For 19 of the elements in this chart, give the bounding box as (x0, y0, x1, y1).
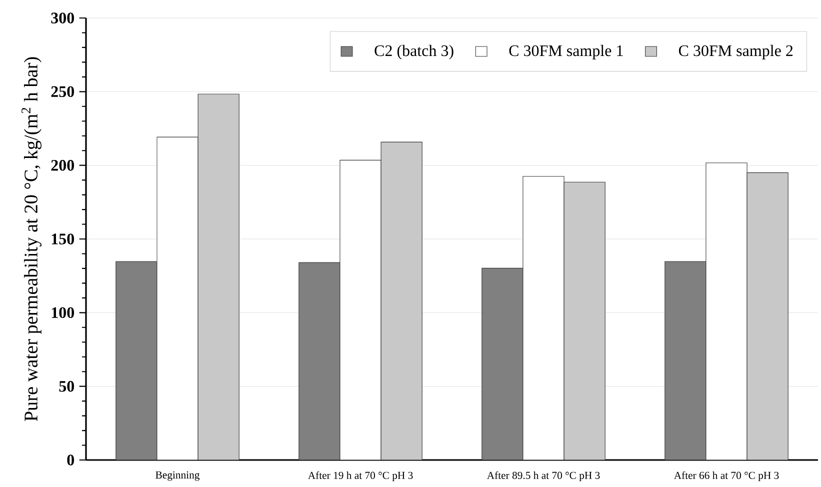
y-tick-label: 0 (67, 454, 74, 466)
y-tick-label: 200 (51, 160, 74, 171)
y-tick-label: 300 (51, 12, 74, 24)
x-tick-label: After 66 h at 70 °C pH 3 (674, 471, 779, 482)
x-tick-label: Beginning (156, 471, 200, 481)
bar (198, 94, 240, 460)
y-axis-title: Pure water permeability at 20 °C, kg/(m$^{2}$ h bar) (22, 57, 42, 422)
bar (564, 182, 606, 460)
x-tick-label: After 19 h at 70 °C pH 3 (308, 471, 413, 482)
y-tick-label: 250 (51, 86, 74, 98)
legend-label: C 30FM sample 2 (678, 44, 793, 60)
legend-label: C 30FM sample 1 (509, 44, 623, 60)
legend-label: C2 (batch 3) (374, 44, 454, 60)
y-tick-label: 100 (52, 307, 74, 318)
bar (746, 172, 788, 460)
x-tick-label: After 89.5 h at 70 °C pH 3 (486, 471, 600, 482)
y-tick-label: 50 (59, 380, 74, 392)
bar (380, 142, 422, 460)
y-tick-label: 150 (52, 234, 74, 244)
